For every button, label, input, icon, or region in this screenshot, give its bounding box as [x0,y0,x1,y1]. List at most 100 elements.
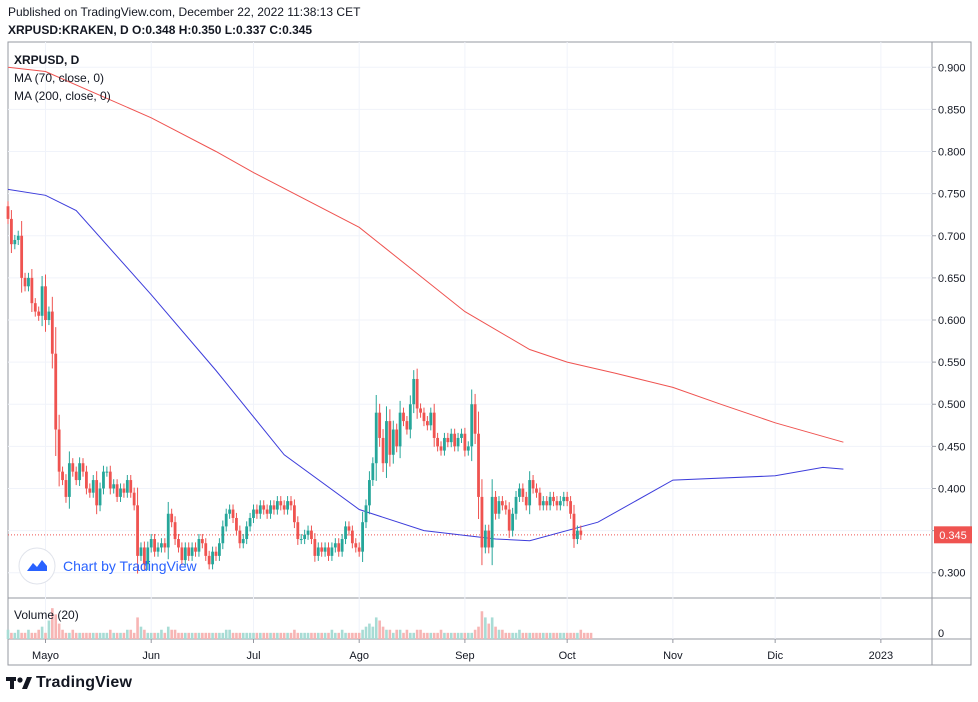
volume-bar [354,632,358,639]
candle-body [494,496,497,514]
x-tick-label: Ago [349,650,369,662]
volume-bar [33,632,37,639]
volume-bar [419,629,422,639]
candle-body [142,547,146,565]
volume-bar [422,632,426,639]
candle-body [518,488,521,497]
candle-body [412,378,416,405]
volume-bar [289,632,293,639]
candle-body [439,446,443,451]
candle-body [78,463,82,481]
candle-body [204,543,208,556]
y-tick-label: 0.400 [938,483,966,495]
candle-body [269,505,272,514]
candle-body [306,530,310,535]
volume-bar [112,632,115,639]
candle-body [330,547,334,556]
candle-body [408,404,412,430]
candle-body [565,496,569,502]
ma70-line [7,188,844,542]
volume-bar [166,626,170,639]
candle-body [350,530,354,544]
candle-body [252,509,255,518]
volume-bar [221,632,225,639]
candle-body [170,513,174,523]
legend-ma70[interactable]: MA (70, close, 0) [14,71,104,85]
candle-body [504,505,508,510]
volume-bar [282,632,286,639]
volume-bar [409,632,412,639]
tradingview-logo[interactable]: TradingView [6,674,132,692]
candle-body [569,501,572,514]
ma200-line [7,66,844,443]
candle-body [163,543,167,548]
volume-bar [207,632,211,639]
candle-body [194,547,197,552]
volume-bar [57,623,61,639]
volume-bar [552,632,555,639]
candle-body [214,551,218,556]
candle-body [364,505,368,523]
candle-body [132,492,136,506]
volume-bar [262,632,266,639]
volume-bar [412,632,416,639]
volume-bar [501,629,504,639]
volume-bar [344,632,347,639]
volume-bar [391,632,395,639]
legend-ma200[interactable]: MA (200, close, 0) [14,89,111,103]
candle-body [98,488,102,506]
volume-bar [545,632,549,639]
volume-bar [538,632,542,639]
candle-body [245,526,249,540]
candle-body [160,543,163,548]
volume-bar [439,629,443,639]
volume-bar [514,632,518,639]
candle-body [385,421,388,464]
candle-body [248,517,252,527]
volume-bar [238,632,242,639]
candle-body [108,471,112,489]
volume-bar [10,632,13,639]
candle-body [112,484,116,489]
volume-bar [156,632,160,639]
candle-body [374,412,378,464]
volume-bar [351,632,354,639]
watermark[interactable]: Chart by TradingView [18,547,197,585]
volume-bar [436,632,439,639]
candle-body [449,433,453,443]
candle-body [173,522,177,540]
volume-bar [293,629,296,639]
volume-bar [528,632,531,639]
candle-body [262,505,266,510]
candle-body [33,303,37,312]
candle-body [293,505,296,523]
volume-bar [187,632,191,639]
candle-body [436,437,440,447]
volume-bar [576,632,579,639]
candle-body [16,235,20,240]
volume-bar [170,629,173,639]
candle-body [333,543,337,548]
candle-body [71,463,75,472]
volume-bar [218,632,221,639]
ohlc-caption: XRPUSD:KRAKEN, D O:0.348 H:0.350 L:0.337… [8,23,313,37]
candle-body [177,539,180,548]
candle-body [405,421,409,430]
volume-bar [487,623,491,639]
candle-body [473,404,477,434]
volume-bar [197,632,201,639]
volume-bar [378,620,381,639]
candle-body [579,530,583,535]
cloud-icon [27,560,47,571]
candle-body [545,501,549,506]
volume-bar [579,629,583,639]
volume-bar [449,632,453,639]
candle-body [81,463,85,472]
candle-body [538,492,542,506]
volume-bar [548,632,552,639]
y-tick-label: 0.300 [938,568,966,580]
volume-bar [228,629,231,639]
candle-body [88,488,92,493]
volume-bar [572,632,576,639]
